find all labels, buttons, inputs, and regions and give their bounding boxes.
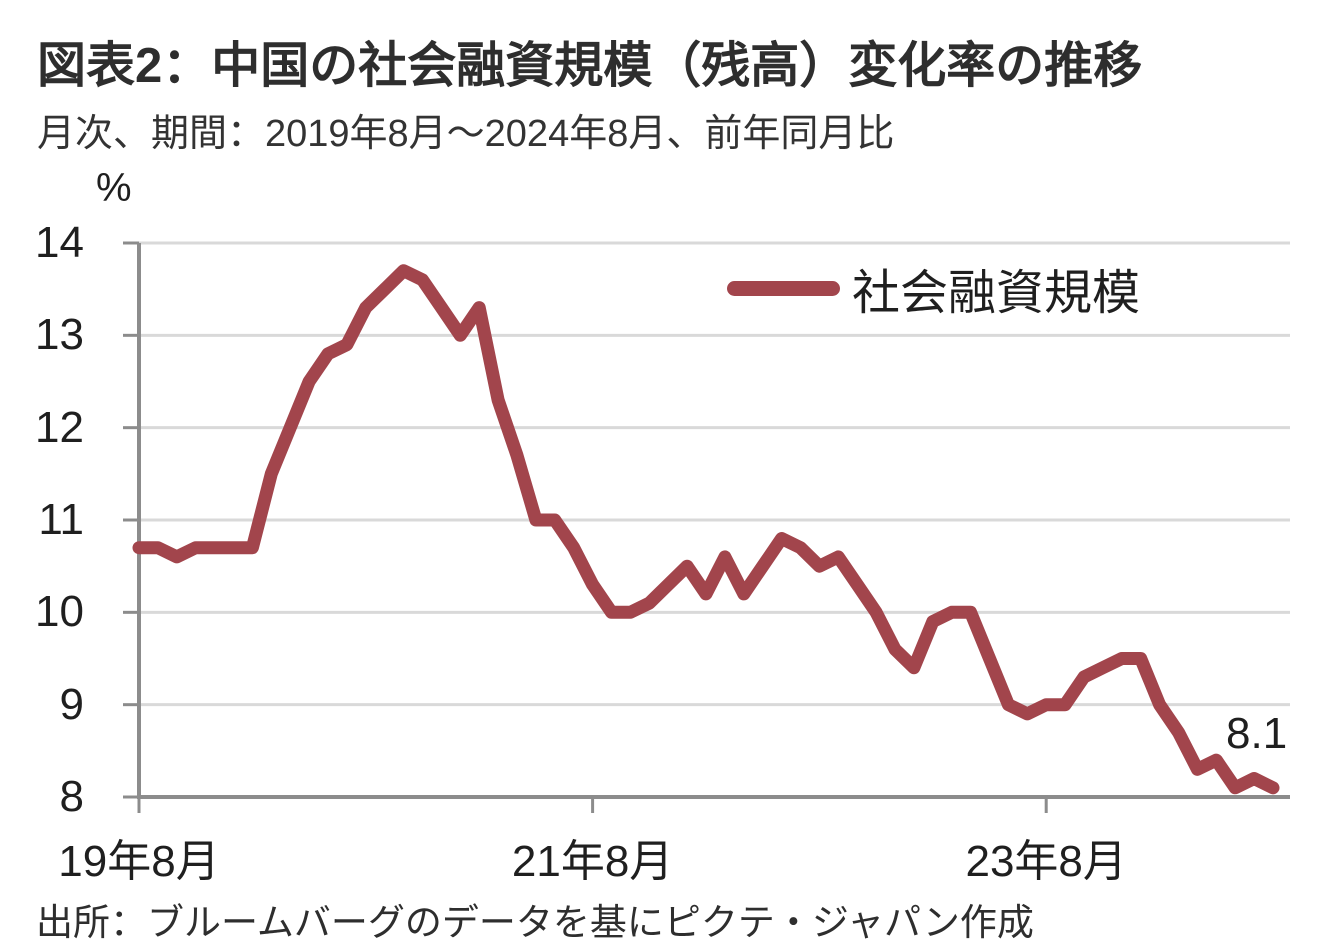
y-tick-label: 13 bbox=[35, 310, 84, 360]
x-tick-label: 23年8月 bbox=[965, 837, 1127, 886]
y-tick-label: 10 bbox=[35, 587, 84, 637]
y-tick-label: 11 bbox=[38, 495, 84, 544]
legend: 社会融資規模 bbox=[727, 258, 1140, 320]
page-subtitle: 月次、期間：2019年8月～2024年8月、前年同月比 bbox=[37, 113, 895, 155]
source-note: 出所：ブルームバーグのデータを基にピクテ・ジャパン作成 bbox=[36, 902, 1034, 943]
page-title: 図表2：中国の社会融資規模（残高）変化率の推移 bbox=[37, 39, 1143, 93]
y-tick-label: 9 bbox=[59, 679, 84, 729]
series-line-tsf bbox=[132, 264, 1280, 795]
x-tick-label: 21年8月 bbox=[511, 837, 674, 886]
legend-line-swatch bbox=[727, 280, 840, 296]
y-tick-label: 14 bbox=[35, 218, 84, 267]
y-tick-label: 8 bbox=[59, 772, 84, 821]
x-tick-label: 19年8月 bbox=[58, 837, 220, 886]
y-tick-label: 12 bbox=[35, 402, 84, 452]
y-axis-unit-label: % bbox=[96, 166, 132, 210]
last-value-annotation: 8.1 bbox=[1226, 709, 1288, 758]
legend-series-label: 社会融資規模 bbox=[852, 267, 1141, 320]
